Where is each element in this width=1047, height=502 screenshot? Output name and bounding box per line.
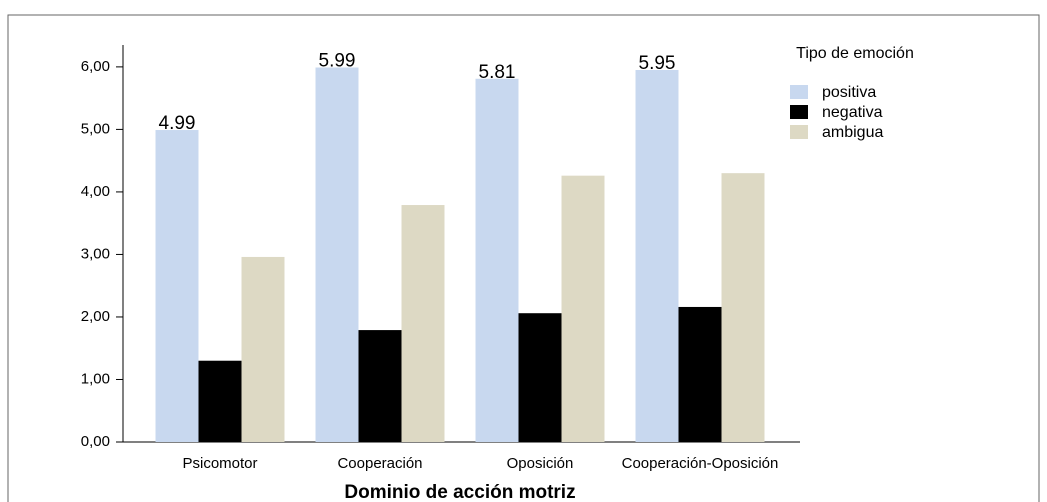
bar (475, 78, 519, 443)
bar (561, 175, 605, 442)
y-tick-label: 5,00 (81, 120, 110, 137)
value-label: 5.99 (319, 51, 356, 72)
legend-label: ambigua (822, 124, 883, 141)
bar (678, 306, 722, 442)
legend-label: positiva (822, 84, 876, 101)
y-tick-label: 0,00 (81, 433, 110, 450)
bar (241, 256, 285, 442)
value-label: 4.99 (159, 113, 196, 134)
bar (401, 205, 445, 442)
bar (721, 173, 765, 443)
legend-swatch (790, 125, 808, 139)
x-axis-label: Dominio de acción motriz (344, 482, 575, 502)
bar (155, 130, 199, 442)
x-tick-label: Psicomotor (182, 455, 257, 472)
bar (358, 330, 402, 442)
value-label: 5.81 (479, 62, 516, 83)
bar (635, 70, 679, 442)
y-tick-label: 1,00 (81, 370, 110, 387)
bar (315, 67, 359, 443)
legend-label: negativa (822, 104, 883, 121)
legend-swatch (790, 85, 808, 99)
bar (198, 360, 242, 442)
bar (518, 313, 562, 442)
legend-swatch (790, 105, 808, 119)
y-tick-label: 2,00 (81, 308, 110, 325)
x-tick-label: Cooperación (337, 455, 422, 472)
y-tick-label: 3,00 (81, 245, 110, 262)
x-tick-label: Oposición (507, 455, 574, 472)
y-tick-label: 4,00 (81, 183, 110, 200)
y-tick-label: 6,00 (81, 58, 110, 75)
x-tick-label: Cooperación-Oposición (622, 455, 779, 472)
legend-title: Tipo de emoción (796, 45, 914, 62)
value-label: 5.95 (639, 53, 676, 74)
